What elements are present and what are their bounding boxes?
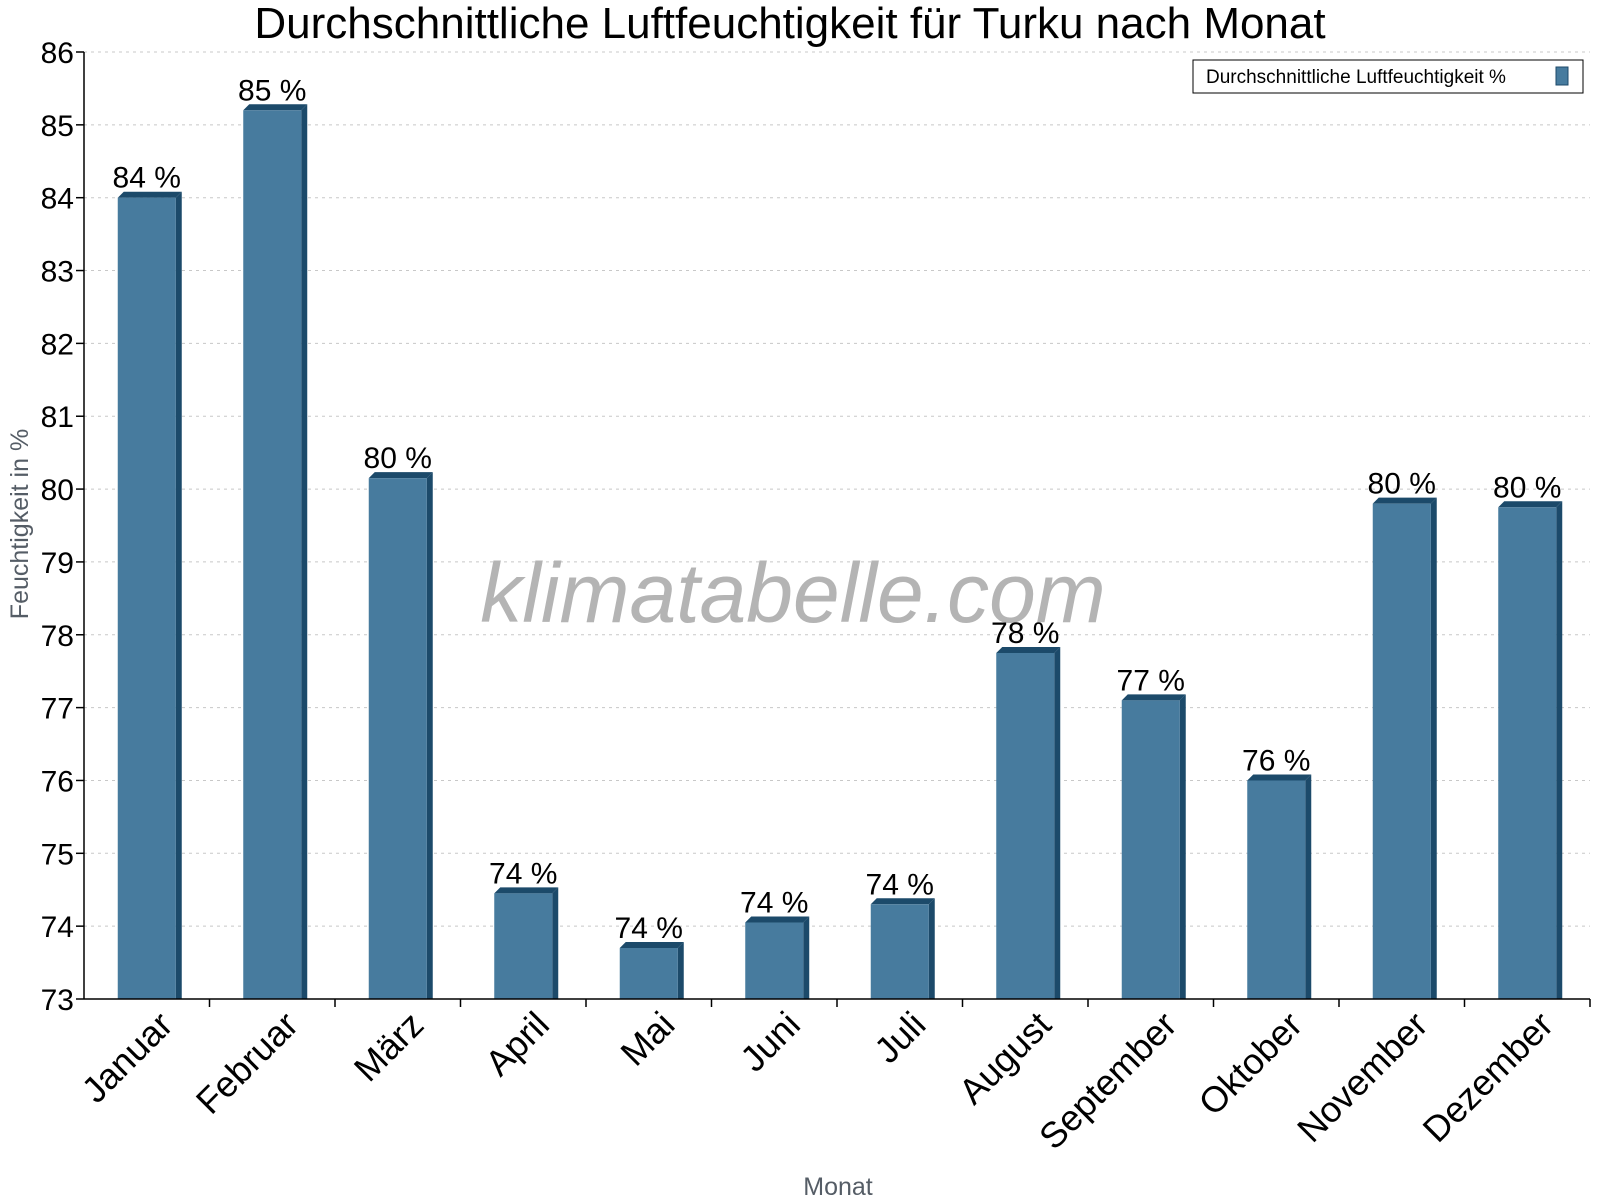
bar-4	[494, 887, 559, 999]
x-ticks: Januar Februar März April Mai Juni Juli AugustS…	[74, 999, 1591, 1158]
bars-layer: 84 % 85 % 80 % 74 % 74 % 74 % 74 % 78 % 77 % 76 %…	[113, 74, 1563, 1000]
data-label: 76 %	[1242, 744, 1310, 777]
y-tick-label: 83	[41, 256, 74, 289]
y-axis-label: Feuchtigkeit in %	[6, 429, 34, 619]
bar-front	[1498, 507, 1557, 999]
legend-label: Durchschnittliche Luftfeuchtigkeit %	[1206, 67, 1506, 88]
bar-front	[368, 478, 427, 999]
bar-8	[996, 646, 1061, 999]
bar-top	[1121, 694, 1186, 701]
bar-top	[494, 887, 559, 894]
bar-side	[552, 887, 559, 999]
bar-front	[619, 948, 678, 999]
x-tick-label: August	[951, 1004, 1059, 1112]
watermark: klimatabelle.com	[480, 546, 1106, 640]
bar-side	[301, 104, 308, 1000]
bar-top	[996, 646, 1061, 653]
data-label: 80 %	[1493, 471, 1561, 504]
bar-1	[117, 191, 182, 999]
y-tick-label: 74	[41, 911, 74, 944]
bar-side	[1179, 694, 1186, 999]
bar-front	[996, 652, 1055, 999]
data-label: 74 %	[740, 887, 808, 920]
data-label: 80 %	[1368, 468, 1436, 501]
bar-front	[1121, 700, 1180, 999]
data-label: 78 %	[991, 617, 1059, 650]
bar-side	[1556, 501, 1563, 999]
y-tick-label: 77	[41, 693, 74, 726]
chart-title: Durchschnittliche Luftfeuchtigkeit für T…	[254, 0, 1325, 48]
bar-top	[243, 104, 308, 111]
x-tick-label: Juni	[732, 1004, 808, 1080]
bar-side	[1430, 497, 1437, 999]
bar-5	[619, 942, 684, 999]
y-tick-label: 84	[41, 183, 74, 216]
bar-front	[870, 904, 929, 999]
bar-3	[368, 472, 433, 999]
legend: Durchschnittliche Luftfeuchtigkeit %	[1192, 59, 1584, 94]
data-label: 84 %	[113, 162, 181, 195]
legend-box	[1192, 59, 1584, 94]
y-tick-label: 76	[41, 765, 74, 798]
bar-2	[243, 104, 308, 1000]
data-label: 74 %	[615, 912, 683, 945]
x-tick-label: Januar	[74, 1004, 181, 1111]
bar-front	[494, 893, 553, 999]
bar-top	[1372, 497, 1437, 504]
x-tick-label: September	[1031, 1004, 1185, 1158]
y-tick-label: 79	[41, 547, 74, 580]
data-label: 74 %	[489, 857, 557, 890]
x-axis-label: Monat	[803, 1173, 873, 1200]
data-label: 74 %	[866, 868, 934, 901]
bar-front	[243, 110, 302, 1000]
bar-top	[368, 472, 433, 479]
legend-swatch	[1555, 66, 1569, 86]
grid-layer	[84, 51, 1590, 927]
bar-12	[1498, 501, 1563, 999]
y-tick-label: 86	[41, 37, 74, 70]
x-tick-label: April	[477, 1004, 557, 1084]
bar-11	[1372, 497, 1437, 999]
bar-top	[745, 916, 810, 923]
bar-7	[870, 898, 935, 999]
bar-9	[1121, 694, 1186, 999]
bar-10	[1247, 774, 1312, 999]
bar-top	[1247, 774, 1312, 781]
x-tick-label: Juli	[866, 1004, 933, 1071]
bar-side	[1305, 774, 1312, 999]
bar-front	[1372, 503, 1431, 999]
bar-front	[745, 922, 804, 999]
data-label: 77 %	[1117, 664, 1185, 697]
bar-top	[870, 898, 935, 905]
bar-side	[803, 916, 810, 999]
y-tick-label: 73	[41, 984, 74, 1017]
bar-top	[619, 942, 684, 949]
bar-side	[677, 942, 684, 999]
bar-6	[745, 916, 810, 999]
bar-side	[1054, 646, 1061, 999]
bar-top	[117, 191, 182, 198]
y-tick-label: 85	[41, 110, 74, 143]
y-ticks: 73 74 75 76 77 78 79 80 81 82 83 84 85 86	[41, 37, 84, 1017]
bar-front	[117, 197, 176, 999]
x-tick-label: Dezember	[1414, 1004, 1560, 1150]
y-tick-label: 81	[41, 401, 74, 434]
x-tick-label: März	[346, 1004, 432, 1090]
bar-side	[928, 898, 935, 999]
y-tick-label: 82	[41, 328, 74, 361]
x-tick-label: November	[1289, 1004, 1435, 1150]
x-tick-label: Februar	[188, 1004, 306, 1122]
data-label: 80 %	[364, 442, 432, 475]
bar-front	[1247, 780, 1306, 999]
y-tick-label: 80	[41, 474, 74, 507]
bar-top	[1498, 501, 1563, 508]
y-tick-label: 75	[41, 838, 74, 871]
bar-side	[175, 191, 182, 999]
y-tick-label: 78	[41, 620, 74, 653]
x-tick-label: Mai	[612, 1004, 682, 1074]
data-label: 85 %	[238, 74, 306, 107]
bar-side	[426, 472, 433, 999]
x-tick-label: Oktober	[1190, 1004, 1310, 1124]
